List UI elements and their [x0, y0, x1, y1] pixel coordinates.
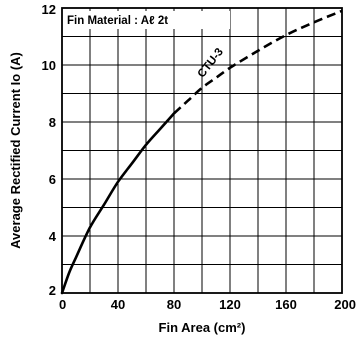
x-axis-label: Fin Area (cm²) [159, 320, 246, 335]
grid [62, 8, 342, 293]
y-tick-label: 12 [42, 2, 56, 17]
x-tick-label: 120 [219, 297, 241, 312]
y-tick-label: 2 [49, 283, 56, 298]
y-tick-label: 6 [49, 172, 56, 187]
x-tick-label: 0 [59, 297, 66, 312]
y-axis-label: Average Rectified Current Io (A) [8, 52, 23, 249]
series-line-solid [60, 112, 176, 295]
fin-material-annotation: Fin Material : Aℓ 2t [67, 15, 168, 27]
y-tick-labels: 2 4 6 8 10 12 [42, 2, 57, 298]
x-tick-label: 160 [275, 297, 297, 312]
y-tick-label: 4 [49, 229, 57, 244]
plot-frame [61, 7, 343, 294]
y-tick-label: 8 [49, 115, 56, 130]
series-lines [60, 9, 343, 295]
y-tick-label: 10 [42, 58, 56, 73]
x-tick-label: 200 [334, 297, 356, 312]
annotation-background [64, 11, 230, 29]
x-tick-label: 40 [111, 297, 125, 312]
x-tick-label: 80 [167, 297, 181, 312]
series-line-dashed [173, 9, 343, 115]
x-tick-labels: 0 40 80 120 160 200 [59, 297, 356, 312]
